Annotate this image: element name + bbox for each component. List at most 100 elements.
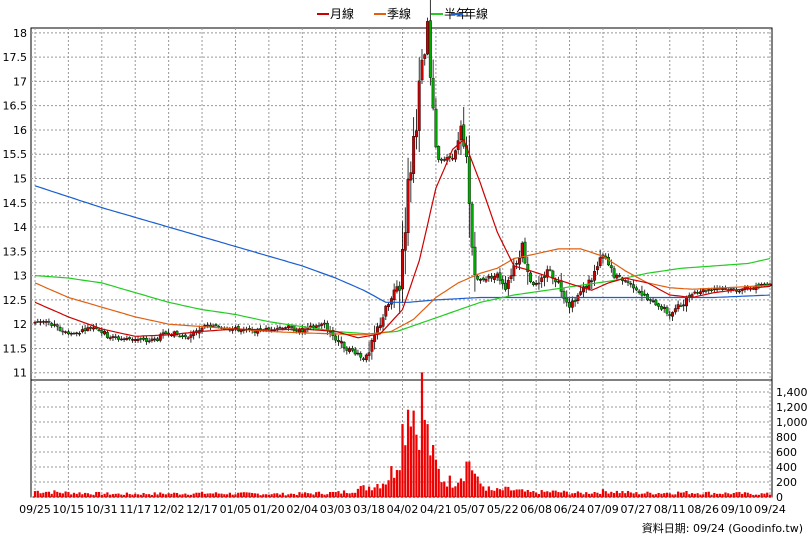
candle-body bbox=[144, 338, 148, 342]
volume-bar bbox=[47, 491, 51, 497]
volume-bar bbox=[136, 494, 140, 497]
volume-bar bbox=[170, 493, 173, 497]
candle-body bbox=[398, 285, 402, 291]
volume-bar bbox=[713, 492, 716, 497]
volume-bar bbox=[632, 493, 635, 497]
candle-body bbox=[342, 341, 346, 349]
candle-body bbox=[409, 172, 413, 181]
volume-bar bbox=[303, 492, 307, 497]
candle-body bbox=[192, 331, 196, 336]
volume-bar bbox=[212, 493, 215, 497]
volume-bar bbox=[150, 494, 154, 497]
price-tick-label: 14 bbox=[13, 221, 27, 234]
volume-tick-label: 1,400 bbox=[776, 386, 808, 399]
candle-body bbox=[362, 358, 365, 360]
volume-bar bbox=[768, 494, 772, 497]
candle-body bbox=[158, 334, 162, 341]
volume-bar bbox=[615, 490, 618, 497]
volume-bar bbox=[295, 494, 298, 497]
candle-body bbox=[323, 322, 326, 325]
volume-bar bbox=[440, 482, 443, 497]
volume-bar bbox=[568, 494, 571, 497]
volume-tick-label: 800 bbox=[776, 431, 797, 444]
candle-body bbox=[325, 322, 329, 331]
volume-tick-label: 200 bbox=[776, 476, 797, 489]
volume-bar bbox=[206, 493, 209, 497]
volume-bar bbox=[262, 494, 265, 497]
candle-body bbox=[662, 306, 666, 309]
date-tick-label: 10/31 bbox=[86, 503, 118, 516]
volume-bar bbox=[721, 494, 724, 497]
volume-bar bbox=[749, 493, 752, 497]
date-tick-label: 09/25 bbox=[19, 503, 51, 516]
volume-bar bbox=[651, 494, 655, 497]
volume-bar bbox=[167, 493, 170, 497]
date-tick-label: 08/26 bbox=[687, 503, 719, 516]
volume-bar bbox=[242, 492, 245, 497]
volume-tick-label: 1,200 bbox=[776, 401, 808, 414]
volume-bar bbox=[618, 493, 621, 497]
volume-bar bbox=[512, 490, 515, 497]
candle-body bbox=[490, 276, 494, 279]
ma-year-line bbox=[34, 185, 771, 303]
volume-bar bbox=[412, 410, 415, 497]
volume-bar bbox=[161, 493, 165, 497]
volume-bar bbox=[562, 490, 566, 497]
volume-bar bbox=[621, 491, 624, 497]
candle-body bbox=[378, 325, 382, 329]
date-tick-label: 09/10 bbox=[721, 503, 753, 516]
volume-bar bbox=[504, 486, 507, 497]
ma-month-line bbox=[34, 138, 771, 339]
candle-body bbox=[568, 302, 571, 308]
candle-body bbox=[623, 280, 627, 282]
volume-bar bbox=[685, 491, 688, 497]
ma-half-line bbox=[34, 258, 771, 335]
volume-bar bbox=[754, 494, 758, 497]
candle-body bbox=[278, 327, 282, 329]
volume-bar bbox=[256, 493, 259, 497]
volume-bar bbox=[142, 492, 145, 497]
volume-bar bbox=[757, 494, 760, 497]
volume-bar bbox=[53, 490, 56, 497]
volume-bar bbox=[276, 493, 279, 497]
volume-bar bbox=[521, 489, 524, 497]
volume-tick-label: 600 bbox=[776, 446, 797, 459]
volume-bar bbox=[582, 494, 585, 497]
volume-bar bbox=[418, 449, 421, 497]
legend-label-ma-year: 年線 bbox=[464, 6, 488, 21]
candle-body bbox=[701, 289, 705, 293]
candle-body bbox=[39, 321, 43, 323]
volume-bar bbox=[111, 494, 115, 497]
volume-bar bbox=[729, 494, 733, 497]
candle-body bbox=[762, 283, 766, 286]
candle-body bbox=[111, 336, 115, 338]
volume-bar bbox=[373, 487, 376, 497]
volume-bar bbox=[228, 492, 231, 497]
volume-bar bbox=[270, 494, 273, 497]
volume-bar bbox=[331, 491, 335, 497]
candle-body bbox=[562, 291, 566, 299]
candle-body bbox=[339, 340, 343, 344]
volume-bar bbox=[217, 493, 220, 497]
volume-bar bbox=[457, 482, 460, 497]
volume-bar bbox=[192, 493, 195, 497]
volume-bar bbox=[67, 492, 70, 497]
candle-body bbox=[643, 293, 647, 296]
volume-bar bbox=[92, 494, 95, 497]
candle-body bbox=[559, 280, 563, 292]
volume-bar bbox=[237, 492, 240, 497]
candle-body bbox=[534, 283, 538, 285]
volume-bar bbox=[173, 492, 176, 497]
volume-bar bbox=[64, 491, 67, 497]
candle-body bbox=[520, 242, 524, 259]
volume-bar bbox=[674, 494, 677, 497]
volume-bar bbox=[148, 494, 151, 497]
candle-body bbox=[381, 317, 385, 327]
volume-bar bbox=[702, 494, 705, 497]
candle-body bbox=[295, 330, 299, 332]
volume-bar bbox=[214, 492, 218, 497]
volume-bar bbox=[763, 493, 766, 497]
candle-body bbox=[41, 321, 45, 323]
price-tick-label: 11.5 bbox=[3, 342, 28, 355]
volume-bar bbox=[398, 470, 401, 497]
